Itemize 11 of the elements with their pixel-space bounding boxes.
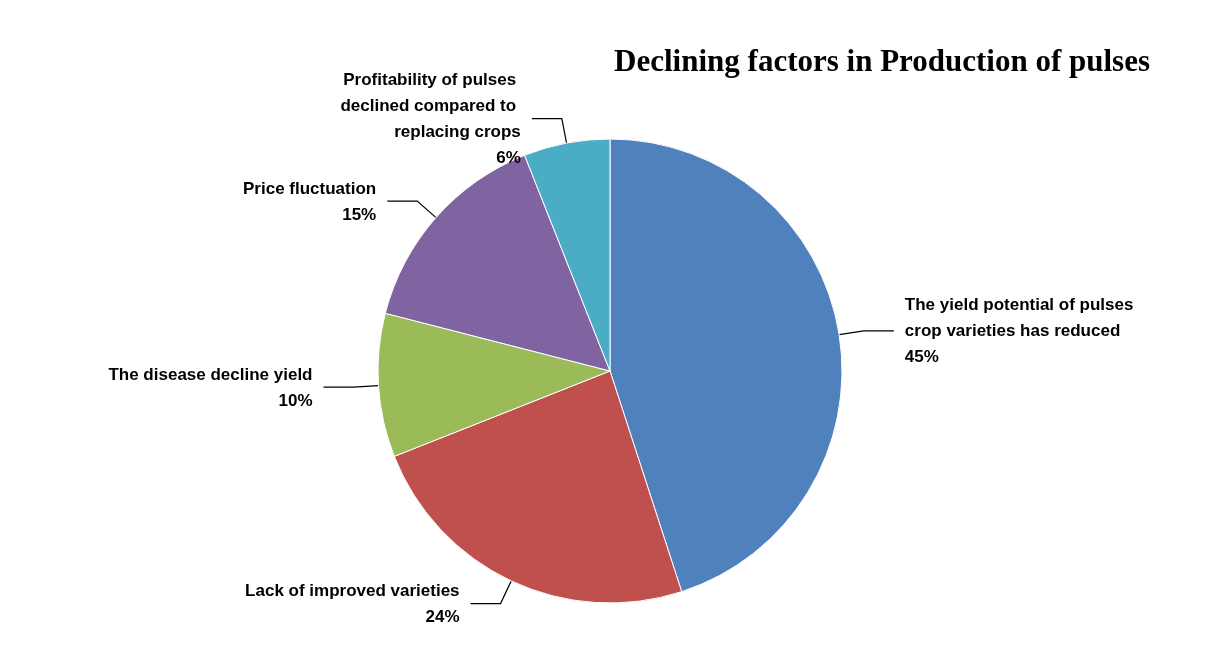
data-label: 24% bbox=[425, 607, 460, 627]
data-label: 45% bbox=[904, 347, 939, 367]
slice-label: The yield potential of pulses crop varieties has reduced bbox=[904, 295, 1139, 341]
slice-label: Price fluctuation bbox=[243, 178, 377, 198]
data-label: 10% bbox=[278, 390, 313, 410]
slice-label: The disease decline yield bbox=[108, 364, 313, 384]
slice-label: Profitability of pulses declined compared to replacing crops bbox=[340, 70, 521, 142]
data-label: 6% bbox=[496, 148, 521, 168]
chart-title: Declining factors in Production of pulses bbox=[614, 43, 1151, 78]
slice-label: Lack of improved varieties bbox=[245, 581, 460, 601]
data-label: 15% bbox=[342, 204, 377, 224]
